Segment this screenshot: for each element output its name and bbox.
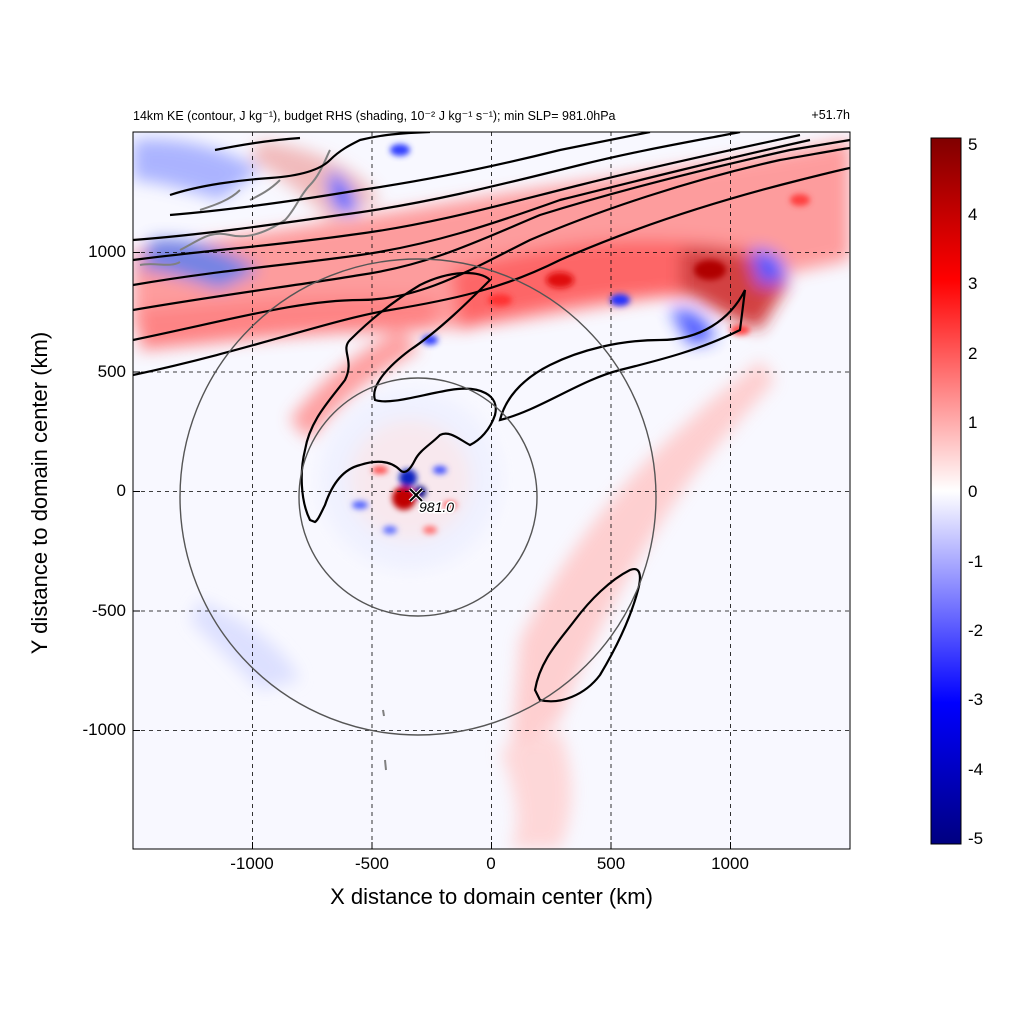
colorbar-tick-3: 3 [968, 274, 978, 293]
ytick-minus500: -500 [91, 601, 126, 620]
colorbar-tick-minus1: -1 [968, 552, 984, 571]
colorbar-tick-minus4: -4 [968, 760, 984, 779]
shading-field [133, 132, 850, 849]
xtick-1000: 1000 [711, 854, 749, 873]
colorbar-tick-minus3: -3 [968, 690, 984, 709]
forecast-time: +51.7h [811, 108, 850, 122]
storm-center-marker [408, 487, 424, 503]
figure-title: 14km KE (contour, J kg⁻¹), budget RHS (s… [133, 109, 616, 123]
reference-circles [179, 258, 657, 736]
colorbar-tick-minus5: -5 [968, 829, 984, 848]
ytick-minus1000: -1000 [82, 720, 126, 739]
ytick-500: 500 [97, 362, 126, 381]
colorbar-tick-2: 2 [968, 344, 978, 363]
xtick-minus500: -500 [354, 854, 390, 873]
ytick-0: 0 [116, 481, 126, 500]
xtick-minus1000: -1000 [230, 854, 274, 873]
colorbar-tick-minus2: -2 [968, 621, 984, 640]
ke-contours [133, 132, 850, 703]
colorbar-tick-0: 0 [968, 482, 978, 501]
ytick-1000: 1000 [88, 242, 126, 261]
min-slp-label: 981.0 [419, 499, 454, 515]
coastline [139, 149, 387, 771]
y-axis-label: Y distance to domain center (km) [27, 331, 52, 655]
axis-ticks [133, 252, 731, 849]
x-axis-label: X distance to domain center (km) [330, 884, 653, 909]
colorbar-tick-4: 4 [968, 205, 978, 224]
colorbar-tick-1: 1 [968, 413, 978, 432]
colorbar-tick-5: 5 [968, 135, 978, 154]
xtick-500: 500 [596, 854, 626, 873]
xtick-0: 0 [486, 854, 496, 873]
colorbar [930, 137, 962, 845]
